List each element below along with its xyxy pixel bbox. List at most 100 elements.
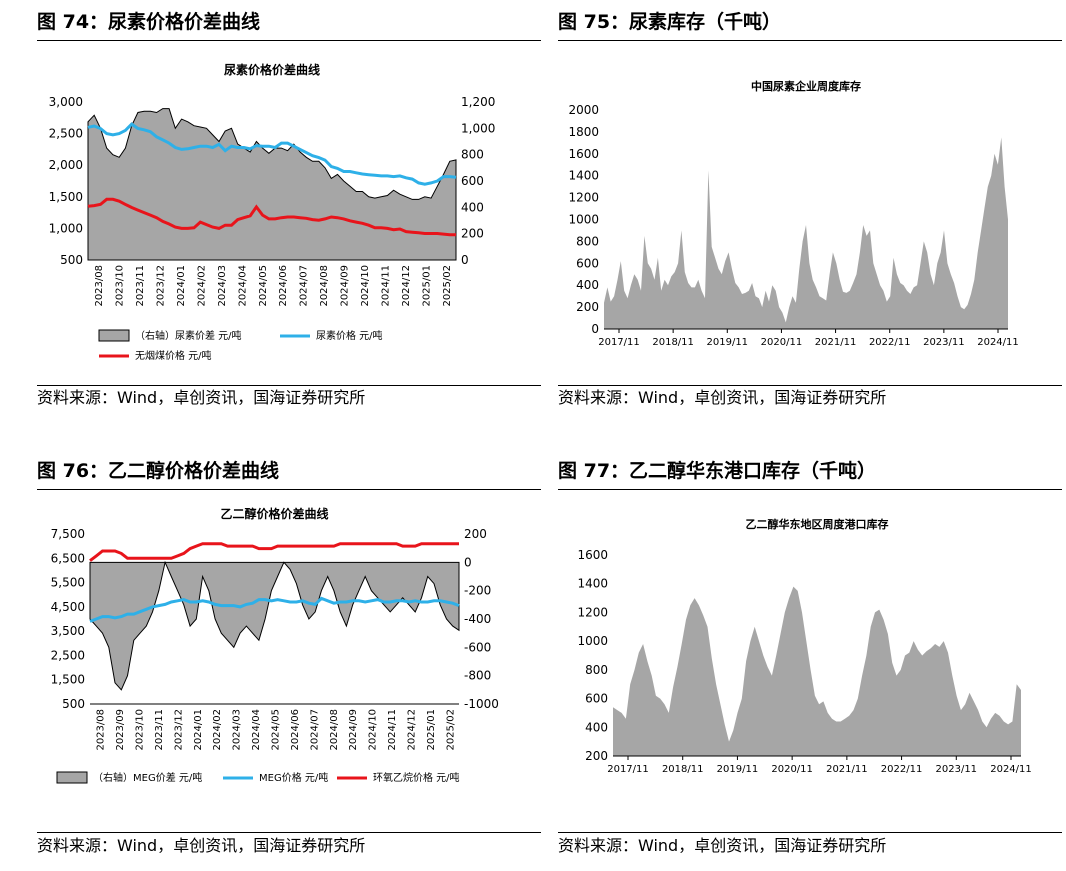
- y-tick-label: 200: [576, 300, 599, 314]
- x-tick-label: 2022/11: [881, 764, 923, 775]
- x-tick-label: 2024/06: [290, 709, 301, 751]
- y-tick-label: 2000: [568, 103, 599, 117]
- source-rule: [37, 385, 541, 386]
- x-tick-label: 2019/11: [717, 764, 759, 775]
- x-tick-label: 2024/03: [217, 265, 228, 307]
- x-tick-label: 2023/10: [115, 265, 126, 307]
- right-tick-label: 1,200: [461, 95, 495, 109]
- x-tick-label: 2024/04: [237, 265, 248, 307]
- right-tick-label: 200: [461, 227, 484, 241]
- right-tick-label: -600: [464, 640, 491, 654]
- left-tick-label: 7,500: [51, 527, 85, 541]
- y-tick-label: 800: [585, 663, 608, 677]
- x-tick-label: 2022/11: [869, 337, 911, 348]
- x-tick-label: 2023/12: [173, 709, 184, 751]
- left-tick-label: 2,500: [49, 127, 83, 141]
- x-tick-label: 2024/11: [387, 709, 398, 751]
- x-tick-label: 2025/01: [426, 709, 437, 751]
- legend-swatch-area: [98, 329, 130, 342]
- urea-price-spread-chart: 尿素价格价差曲线 3,000 2,500 2,000 1,500 1,000 500 1,20…: [49, 62, 496, 362]
- x-tick-label: 2024/06: [278, 265, 289, 307]
- figure-75-panel: 图 75：尿素库存（千吨） 中国尿素企业周度库存 2000 1800 1600 1400…: [558, 9, 1062, 409]
- x-tick-label: 2023/09: [115, 709, 126, 751]
- x-tick-label: 2025/02: [445, 709, 456, 751]
- x-tick-label: 2021/11: [815, 337, 857, 348]
- y-tick-label: 400: [576, 278, 599, 292]
- chart-title: 乙二醇价格价差曲线: [220, 506, 328, 521]
- figure-74-panel: 图 74：尿素价格价差曲线 尿素价格价差曲线 3,000 2,500 2,000 1,5…: [37, 9, 541, 409]
- figure-title: 图 77：乙二醇华东港口库存（千吨）: [558, 460, 877, 482]
- x-tick-label: 2023/11: [936, 764, 978, 775]
- x-tick-label: 2025/02: [442, 265, 453, 307]
- x-tick-label: 2024/10: [368, 709, 379, 751]
- x-tick-label: 2018/11: [662, 764, 704, 775]
- price-line: [87, 197, 456, 237]
- right-tick-label: 600: [461, 174, 484, 188]
- x-tick-label: 2024/02: [212, 709, 223, 751]
- right-tick-label: -400: [464, 612, 491, 626]
- x-tick-label: 2024/10: [360, 265, 371, 307]
- figure-76-panel: 图 76：乙二醇价格价差曲线 乙二醇价格价差曲线 7,500 6,500 5,500 4…: [37, 458, 541, 858]
- meg-port-inventory-chart: 乙二醇华东地区周度港口库存 1600 1400 1200 1000 800 600 400 20…: [577, 517, 1031, 775]
- y-tick-label: 1200: [577, 605, 608, 619]
- urea-inventory-chart: 中国尿素企业周度库存200018001600140012001000800600…: [568, 79, 1019, 348]
- y-tick-label: 1000: [568, 213, 599, 227]
- inventory-area: [604, 137, 1008, 329]
- y-tick-label: 0: [591, 322, 599, 336]
- source-rule: [37, 832, 541, 833]
- x-tick-label: 2024/01: [193, 709, 204, 751]
- right-tick-label: -1000: [464, 697, 499, 711]
- x-tick-label: 2023/08: [96, 709, 107, 751]
- x-tick-label: 2024/11: [977, 337, 1019, 348]
- y-tick-label: 1600: [577, 548, 608, 562]
- y-tick-label: 600: [576, 256, 599, 270]
- price-line: [89, 542, 459, 562]
- x-tick-label: 2020/11: [771, 764, 813, 775]
- figure-77-panel: 图 77：乙二醇华东港口库存（千吨） 乙二醇华东地区周度港口库存 1600 1400…: [558, 458, 1062, 858]
- x-tick-label: 2024/09: [340, 265, 351, 307]
- x-tick-label: 2024/07: [299, 265, 310, 307]
- y-tick-label: 1000: [577, 634, 608, 648]
- legend-swatch-area: [56, 771, 88, 784]
- meg-price-spread-chart: 乙二醇价格价差曲线 7,500 6,500 5,500 4,500 3,500 2,500 1…: [51, 506, 499, 784]
- title-rule: [37, 40, 541, 41]
- right-tick-label: 200: [464, 527, 487, 541]
- x-tick-label: 2023/08: [94, 265, 105, 307]
- x-tick-label: 2018/11: [652, 337, 694, 348]
- right-tick-label: 800: [461, 148, 484, 162]
- left-tick-label: 1,000: [49, 221, 83, 235]
- right-tick-label: 0: [461, 253, 469, 267]
- x-tick-label: 2025/01: [421, 265, 432, 307]
- x-tick-label: 2017/11: [598, 337, 640, 348]
- source-rule: [558, 832, 1062, 833]
- left-tick-label: 2,000: [49, 158, 83, 172]
- x-tick-label: 2024/11: [380, 265, 391, 307]
- right-tick-label: -200: [464, 584, 491, 598]
- left-tick-label: 5,500: [51, 576, 85, 590]
- legend-label: 尿素价格 元/吨: [316, 329, 383, 342]
- title-rule: [558, 40, 1062, 41]
- source-note: 资料来源：Wind，卓创资讯，国海证券研究所: [558, 836, 887, 855]
- y-tick-label: 200: [585, 749, 608, 763]
- source-note: 资料来源：Wind，卓创资讯，国海证券研究所: [37, 388, 366, 407]
- figure-title: 图 76：乙二醇价格价差曲线: [37, 460, 280, 482]
- source-note: 资料来源：Wind，卓创资讯，国海证券研究所: [558, 388, 887, 407]
- x-tick-label: 2023/10: [135, 709, 146, 751]
- x-tick-label: 2024/08: [329, 709, 340, 751]
- y-tick-label: 1600: [568, 147, 599, 161]
- x-tick-label: 2020/11: [761, 337, 803, 348]
- right-tick-label: 0: [464, 555, 472, 569]
- chart-title: 乙二醇华东地区周度港口库存: [746, 517, 889, 531]
- left-tick-label: 6,500: [51, 551, 85, 565]
- x-tick-label: 2024/02: [196, 265, 207, 307]
- x-tick-label: 2024/12: [401, 265, 412, 307]
- inventory-area: [613, 586, 1021, 756]
- legend-label: （右轴）尿素价差 元/吨: [135, 329, 242, 342]
- x-tick-label: 2024/08: [319, 265, 330, 307]
- x-tick-label: 2023/11: [135, 265, 146, 307]
- y-tick-label: 1800: [568, 125, 599, 139]
- x-tick-label: 2024/05: [271, 709, 282, 751]
- price-line: [89, 596, 460, 623]
- x-tick-label: 2017/11: [607, 764, 649, 775]
- source-note: 资料来源：Wind，卓创资讯，国海证券研究所: [37, 836, 366, 855]
